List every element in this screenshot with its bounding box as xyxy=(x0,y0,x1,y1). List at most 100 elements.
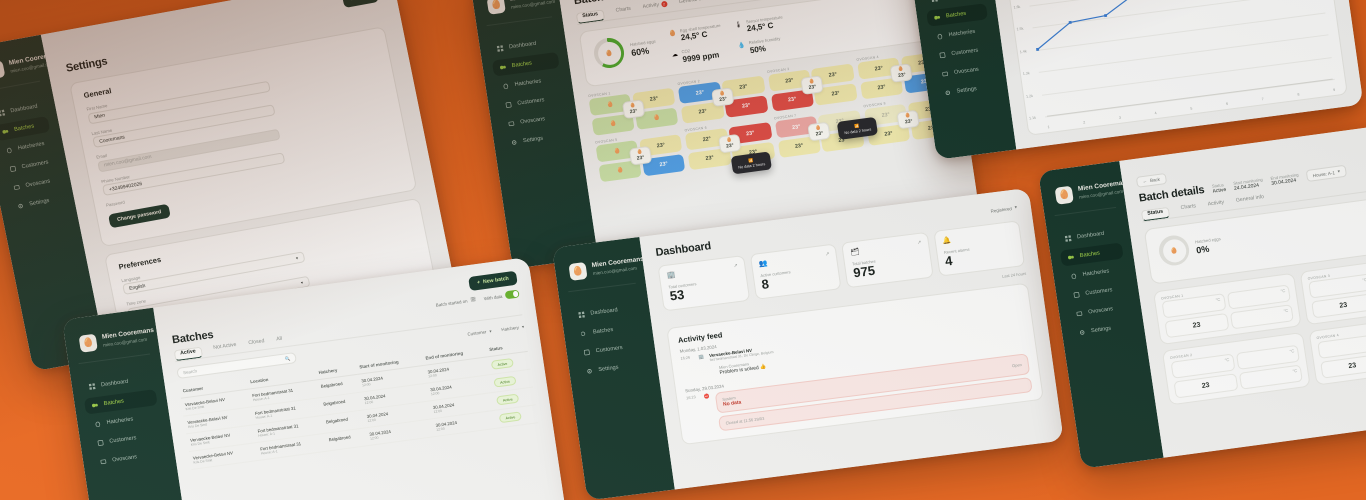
sidebar-item-ovoscans[interactable]: Ovoscans xyxy=(92,445,166,470)
sidebar-item-customers[interactable]: Customers xyxy=(90,427,164,452)
ovoscan-group[interactable]: OVOSCAN 1 🥚 23° 🥚 🥚 🥚 23° xyxy=(588,83,679,136)
sidebar-item-hatcheries[interactable]: Hatcheries xyxy=(0,135,54,160)
sidebar-item-hatcheries[interactable]: Hatcheries xyxy=(1063,261,1127,285)
sidebar-item-customers[interactable]: Customers xyxy=(1066,280,1130,304)
sidebar-item-settings[interactable]: Settings xyxy=(9,190,65,215)
sidebar-item-dashboard[interactable]: Dashboard xyxy=(1057,224,1121,248)
toggle-switch[interactable] xyxy=(504,289,520,300)
tab-status[interactable]: Status xyxy=(575,9,605,24)
tab-active[interactable]: Active xyxy=(173,346,203,362)
sidebar-item-settings[interactable]: Settings xyxy=(937,78,999,102)
sidebar-item-hatcheries[interactable]: Hatcheries xyxy=(495,71,563,96)
sidebar-item-ovoscans[interactable]: Ovoscans xyxy=(934,60,996,84)
sidebar-item-settings[interactable]: Settings xyxy=(578,356,648,380)
sidebar-item-label: Ovoscans xyxy=(111,454,138,464)
customers-icon xyxy=(1073,291,1080,298)
ovoscan-empty-card[interactable]: OVOSCAN 2 °C °C 23 °C xyxy=(1161,332,1311,406)
sidebar-item-dashboard[interactable]: Dashboard xyxy=(571,300,641,324)
sidebar-item-customers[interactable]: Customers xyxy=(2,153,58,178)
kpi-card[interactable]: 👥 ↗ Active customers 8 xyxy=(749,243,842,300)
sidebar-item-batches[interactable]: Batches xyxy=(1059,242,1124,267)
kpi-card[interactable]: 🏢 ↗ Total customers 53 xyxy=(657,255,750,312)
back-label: Back xyxy=(1149,176,1161,184)
tab-charts[interactable]: Charts xyxy=(1180,203,1197,212)
center-temp: 23° xyxy=(904,118,914,126)
sidebar-item-hatcheries[interactable]: Hatcheries xyxy=(87,408,161,433)
ovoscan-center-reading[interactable]: 🥚 23° xyxy=(807,121,831,142)
sidebar-item-hatcheries[interactable]: Hatcheries xyxy=(929,22,991,46)
tab-activity[interactable]: Activity 2 xyxy=(642,0,668,15)
tab-not-active[interactable]: Not Active xyxy=(212,341,237,351)
sidebar-item-ovoscans[interactable]: Ovoscans xyxy=(500,108,568,133)
filter-batch-started-on[interactable]: Batch started on 🗓 xyxy=(435,296,477,308)
sidebar-item-batches[interactable]: Batches xyxy=(573,318,643,342)
with-data-toggle[interactable]: With data xyxy=(483,289,520,302)
sidebar-item-customers[interactable]: Customers xyxy=(931,41,993,65)
user-profile[interactable]: 🥚 Mien Cooremans mien.coo@gmail.com xyxy=(1049,176,1130,217)
arrow-up-right-icon[interactable]: ↗ xyxy=(916,239,922,247)
sidebar-item-batches[interactable]: Batches xyxy=(926,3,988,27)
temperature-tile[interactable]: 23 xyxy=(1164,313,1229,339)
sidebar-item-dashboard[interactable]: Dashboard xyxy=(924,0,986,8)
ovoscan-center-reading[interactable]: 🥚 23° xyxy=(889,63,914,83)
ovoscan-group[interactable]: OVOSCAN 3 23° 23° 23° 23° 🥚 23° xyxy=(767,59,858,112)
temperature-tile[interactable]: °C xyxy=(1229,304,1294,330)
filter-customer[interactable]: Customer ▾ xyxy=(467,328,492,337)
tab-status[interactable]: Status xyxy=(1140,206,1171,222)
sidebar: 🥚 Mien Cooremans mien.coo@gmail.com Dash… xyxy=(0,34,107,372)
batch-icon xyxy=(1067,255,1074,260)
feed-time: 16:26 xyxy=(680,355,691,361)
sidebar-item-batches[interactable]: Batches xyxy=(491,51,560,77)
search-placeholder: Search xyxy=(182,368,198,376)
ovoscan-group[interactable]: OVOSCAN 5 🥚 23° 🥚 23° 🥚 23° xyxy=(595,129,686,183)
arrow-left-icon: ← xyxy=(1142,178,1148,185)
sidebar-item-settings[interactable]: Settings xyxy=(503,127,571,152)
user-profile[interactable]: 🥚 Mien Cooremans mien.coo@gmail.com xyxy=(481,0,562,27)
house-selector[interactable]: House: A-1 ▾ xyxy=(1305,164,1347,182)
ovoscan-empty-card[interactable]: OVOSCAN 3°C°C23°C xyxy=(1299,252,1366,326)
sidebar-item-label: Batches xyxy=(511,60,533,70)
tab-activity[interactable]: Activity xyxy=(1207,199,1225,208)
kpi-card[interactable]: 🗂 ↗ Total batches 975 xyxy=(841,231,934,288)
nav-list: Dashboard Batches Hatcheries Customers O… xyxy=(1057,224,1135,342)
sidebar-item-batches[interactable]: Batches xyxy=(83,389,158,415)
sidebar-item-customers[interactable]: Customers xyxy=(576,337,646,361)
user-profile[interactable]: 🥚 Mien Cooremans mien.coo@gmail.com xyxy=(73,322,154,365)
back-button[interactable]: ← Back xyxy=(1135,172,1167,188)
sidebar-item-ovoscans[interactable]: Ovoscans xyxy=(5,172,61,197)
tab-charts[interactable]: Charts xyxy=(615,5,632,14)
sidebar-item-dashboard[interactable]: Dashboard xyxy=(81,370,155,395)
arrow-up-right-icon[interactable]: ↗ xyxy=(824,251,830,258)
tab-closed[interactable]: Closed xyxy=(247,338,265,347)
arrow-up-right-icon[interactable]: ↗ xyxy=(733,262,739,270)
sidebar-item-dashboard[interactable]: Dashboard xyxy=(489,33,557,58)
avatar: 🥚 xyxy=(568,261,588,281)
sidebar-item-settings[interactable]: Settings xyxy=(1071,318,1135,342)
chevron-down-icon: ▾ xyxy=(488,328,492,334)
gear-icon xyxy=(587,369,592,374)
tab-general-info[interactable]: General info xyxy=(1235,193,1265,204)
registered-filter[interactable]: Registered ▾ xyxy=(990,204,1018,214)
ovoscan-center-reading[interactable]: 🥚 23° xyxy=(896,109,921,130)
kpi-card[interactable]: 🔔 Recent alarms 4 xyxy=(932,220,1026,277)
ovoscan-center-reading[interactable]: 🥚 23° xyxy=(621,99,645,119)
ovoscan-center-reading[interactable]: 🥚 23° xyxy=(717,133,742,154)
user-profile[interactable]: 🥚 Mien Cooremans mien.coo@gmail.com xyxy=(0,50,61,92)
sidebar-item-batches[interactable]: Batches xyxy=(0,115,51,142)
sidebar-item-label: Hatcheries xyxy=(514,78,542,88)
change-password-button[interactable]: Change password xyxy=(107,203,171,228)
ovoscan-center-reading[interactable]: 🥚 23° xyxy=(710,87,735,107)
sidebar-item-ovoscans[interactable]: Ovoscans xyxy=(1068,299,1132,323)
ovoscan-center-reading[interactable]: 🥚 23° xyxy=(800,75,824,95)
sidebar-item-label: Customers xyxy=(109,435,137,445)
center-temp: 23° xyxy=(808,83,817,91)
ovoscan-group[interactable]: OVOSCAN 2 23° 23° 23° 23° 🥚 23° xyxy=(677,71,769,124)
sidebar-item-dashboard[interactable]: Dashboard xyxy=(0,97,47,122)
filter-hatchery[interactable]: Hatchery ▾ xyxy=(501,323,525,333)
user-profile[interactable]: 🥚 Mien Cooremans mien.coo@gmail.com xyxy=(563,252,644,293)
tab-all[interactable]: All xyxy=(275,335,283,343)
sidebar-item-customers[interactable]: Customers xyxy=(498,90,566,115)
tab-general-info[interactable]: General info xyxy=(678,0,708,6)
search-icon: 🔍 xyxy=(284,355,291,361)
ovoscan-center-reading[interactable]: 🥚 23° xyxy=(628,145,652,166)
